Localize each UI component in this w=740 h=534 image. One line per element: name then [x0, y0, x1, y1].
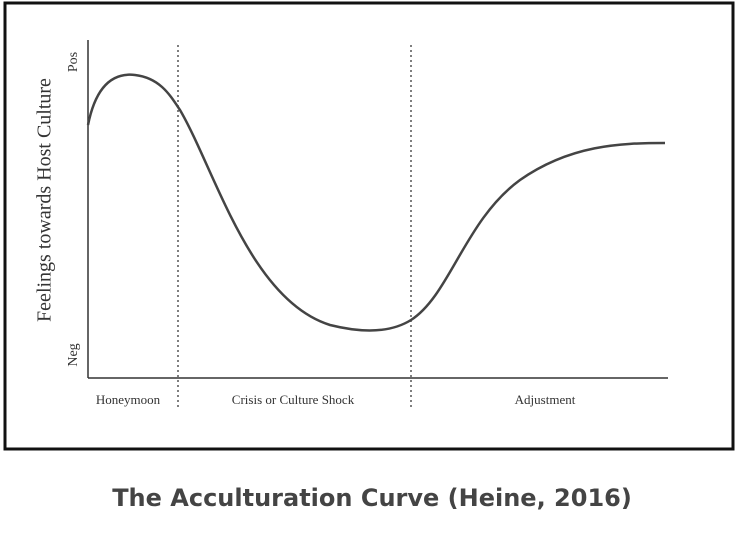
y-axis-label: Feelings towards Host Culture	[34, 78, 56, 322]
phase-label: Adjustment	[515, 392, 576, 407]
caption: The Acculturation Curve (Heine, 2016)	[112, 484, 632, 512]
phase-label: Honeymoon	[96, 392, 161, 407]
curve	[86, 73, 666, 332]
y-top-label: Pos	[66, 52, 81, 72]
frame	[3, 1, 735, 451]
y-bottom-label: Neg	[66, 343, 81, 366]
phase-label: Crisis or Culture Shock	[232, 392, 355, 407]
